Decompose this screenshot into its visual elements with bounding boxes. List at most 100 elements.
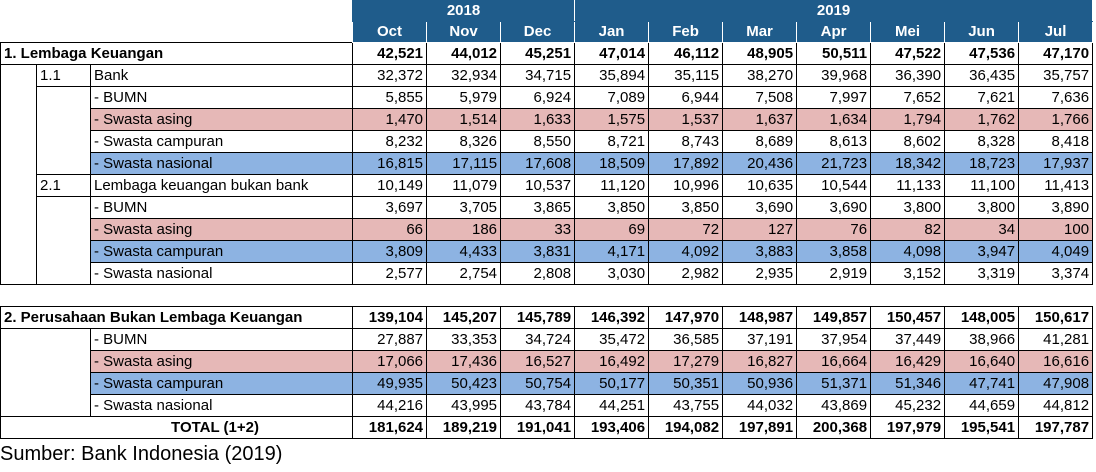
row-label: - Swasta nasional — [89, 152, 354, 175]
value-cell: 3,850 — [574, 196, 650, 219]
value-cell: 7,652 — [870, 86, 946, 109]
value-cell: 36,585 — [648, 328, 724, 351]
value-cell: 49,935 — [352, 372, 428, 395]
value-cell: 10,544 — [796, 174, 872, 197]
indent-cell — [36, 196, 91, 219]
indent-cell — [36, 262, 91, 285]
value-cell: 3,690 — [796, 196, 872, 219]
value-cell: 32,934 — [426, 64, 502, 87]
value-cell: 37,449 — [870, 328, 946, 351]
spacer-cell — [648, 284, 723, 307]
value-cell: 3,152 — [870, 262, 946, 285]
value-cell: 195,541 — [944, 416, 1020, 439]
subsection-row: 2.1 Lembaga keuangan bukan bank 10,149 11,0… — [0, 174, 1094, 197]
value-cell: 2,577 — [352, 262, 428, 285]
value-cell: 44,012 — [426, 42, 502, 65]
month-header: Apr — [796, 21, 872, 43]
value-cell: 35,115 — [648, 64, 724, 87]
value-cell: 145,207 — [426, 306, 502, 329]
value-cell: 145,789 — [500, 306, 576, 329]
table-row: - Swasta asing 17,066 17,436 16,527 16,492 17… — [0, 350, 1094, 373]
spacer-cell — [36, 284, 91, 307]
value-cell: 21,723 — [796, 152, 872, 175]
value-cell: 37,954 — [796, 328, 872, 351]
value-cell: 34 — [944, 218, 1020, 241]
indent-cell — [36, 108, 91, 131]
month-header: Mar — [722, 21, 798, 43]
value-cell: 3,883 — [722, 240, 798, 263]
row-label: - Swasta nasional — [89, 262, 354, 285]
value-cell: 149,857 — [796, 306, 872, 329]
value-cell: 189,219 — [426, 416, 502, 439]
value-cell: 1,634 — [796, 108, 872, 131]
value-cell: 16,492 — [574, 350, 650, 373]
value-cell: 3,030 — [574, 262, 650, 285]
subsection-code: 2.1 — [36, 174, 91, 197]
value-cell: 35,894 — [574, 64, 650, 87]
value-cell: 45,251 — [500, 42, 576, 65]
indent-cell — [36, 240, 91, 263]
month-header: Mei — [870, 21, 946, 43]
value-cell: 10,996 — [648, 174, 724, 197]
value-cell: 8,326 — [426, 130, 502, 153]
value-cell: 18,342 — [870, 152, 946, 175]
value-cell: 3,319 — [944, 262, 1020, 285]
table-row: - Swasta campuran 3,809 4,433 3,831 4,171 4,0… — [0, 240, 1094, 263]
value-cell: 3,831 — [500, 240, 576, 263]
spacer-cell — [352, 284, 427, 307]
spacer-cell — [722, 284, 797, 307]
debt-table: 2018 2019 Oct Nov Dec Jan Feb Mar Apr Mei Jun Jul… — [0, 0, 1094, 439]
month-header: Jun — [944, 21, 1020, 43]
row-label: - Swasta campuran — [89, 240, 354, 263]
value-cell: 8,550 — [500, 130, 576, 153]
month-header-row: Oct Nov Dec Jan Feb Mar Apr Mei Jun Jul — [0, 21, 1094, 43]
value-cell: 11,079 — [426, 174, 502, 197]
value-cell: 35,757 — [1018, 64, 1094, 87]
value-cell: 150,457 — [870, 306, 946, 329]
value-cell: 3,850 — [648, 196, 724, 219]
value-cell: 36,390 — [870, 64, 946, 87]
value-cell: 51,371 — [796, 372, 872, 395]
value-cell: 17,115 — [426, 152, 502, 175]
total-row: TOTAL (1+2) 181,624 189,219 191,041 193,406 1… — [0, 416, 1094, 439]
table-row: - Swasta nasional 44,216 43,995 43,784 44,25… — [0, 394, 1094, 417]
indent-cell — [36, 218, 91, 241]
row-label: - Swasta asing — [89, 218, 354, 241]
value-cell: 47,908 — [1018, 372, 1094, 395]
value-cell: 50,936 — [722, 372, 798, 395]
value-cell: 50,511 — [796, 42, 872, 65]
indent-cell — [0, 108, 37, 131]
value-cell: 47,014 — [574, 42, 650, 65]
value-cell: 1,766 — [1018, 108, 1094, 131]
value-cell: 1,470 — [352, 108, 428, 131]
value-cell: 39,968 — [796, 64, 872, 87]
value-cell: 1,514 — [426, 108, 502, 131]
value-cell: 18,723 — [944, 152, 1020, 175]
year-2018-header: 2018 — [352, 0, 576, 22]
value-cell: 197,891 — [722, 416, 798, 439]
value-cell: 32,372 — [352, 64, 428, 87]
indent-cell — [36, 130, 91, 153]
indent-cell — [0, 174, 37, 197]
value-cell: 35,472 — [574, 328, 650, 351]
value-cell: 4,433 — [426, 240, 502, 263]
value-cell: 16,815 — [352, 152, 428, 175]
section-row: 1. Lembaga Keuangan 42,521 44,012 45,251 47,… — [0, 42, 1094, 65]
value-cell: 16,527 — [500, 350, 576, 373]
value-cell: 150,617 — [1018, 306, 1094, 329]
value-cell: 34,715 — [500, 64, 576, 87]
value-cell: 7,508 — [722, 86, 798, 109]
value-cell: 82 — [870, 218, 946, 241]
value-cell: 3,697 — [352, 196, 428, 219]
value-cell: 16,616 — [1018, 350, 1094, 373]
value-cell: 4,049 — [1018, 240, 1094, 263]
value-cell: 2,919 — [796, 262, 872, 285]
value-cell: 17,066 — [352, 350, 428, 373]
row-label: - BUMN — [89, 328, 354, 351]
value-cell: 191,041 — [500, 416, 576, 439]
value-cell: 3,890 — [1018, 196, 1094, 219]
month-header: Dec — [500, 21, 576, 43]
value-cell: 127 — [722, 218, 798, 241]
value-cell: 16,640 — [944, 350, 1020, 373]
value-cell: 16,429 — [870, 350, 946, 373]
